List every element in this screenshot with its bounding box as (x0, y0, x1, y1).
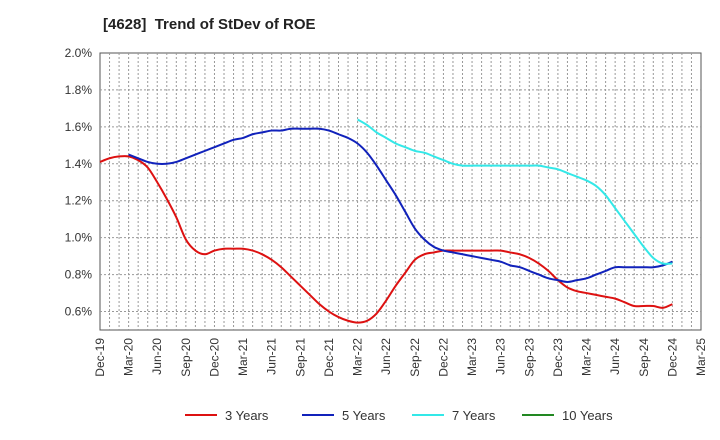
x-tick-label: Mar-24 (580, 338, 594, 376)
legend-label-5-years: 5 Years (342, 408, 386, 423)
series-line-3-years (99, 155, 673, 324)
legend-label-10-years: 10 Years (562, 408, 613, 423)
legend-label-7-years: 7 Years (452, 408, 496, 423)
x-tick-label: Sep-21 (293, 338, 307, 377)
x-tick-label: Jun-21 (265, 338, 279, 375)
x-tick-label: Jun-24 (608, 338, 622, 375)
x-tick-label: Sep-23 (522, 338, 536, 377)
plot-area (99, 52, 702, 331)
grid-lines (100, 53, 701, 330)
chart-title: [4628] Trend of StDev of ROE (103, 16, 316, 33)
legend: 3 Years 5 Years 7 Years 10 Years (185, 408, 613, 423)
x-tick-label: Jun-20 (150, 338, 164, 375)
x-axis-ticks: Dec-19 Mar-20 Jun-20 Sep-20 Dec-20 Mar-21 Jun-… (93, 338, 708, 377)
y-axis-ticks: 2.0% 1.8% 1.6% 1.4% 1.2% 1.0% 0.8% 0.6% (65, 46, 93, 319)
y-tick-label: 1.0% (65, 231, 93, 245)
legend-label-3-years: 3 Years (225, 408, 269, 423)
series-lines (99, 118, 673, 324)
series-line-5-years (128, 127, 673, 283)
x-tick-label: Mar-23 (465, 338, 479, 376)
y-tick-label: 2.0% (65, 46, 93, 60)
y-tick-label: 0.6% (65, 305, 93, 319)
x-tick-label: Jun-22 (379, 338, 393, 375)
x-tick-label: Dec-23 (551, 338, 565, 377)
x-tick-label: Sep-20 (179, 338, 193, 377)
x-tick-label: Mar-20 (122, 338, 136, 376)
x-tick-label: Sep-22 (408, 338, 422, 377)
x-tick-label: Dec-21 (322, 338, 336, 377)
y-tick-label: 1.8% (65, 83, 93, 97)
series-line-7-years (357, 118, 673, 265)
x-tick-label: Mar-21 (236, 338, 250, 376)
x-tick-label: Dec-22 (436, 338, 450, 377)
x-tick-label: Mar-25 (694, 338, 708, 376)
x-tick-label: Dec-19 (93, 338, 107, 377)
x-tick-label: Sep-24 (637, 338, 651, 377)
y-tick-label: 0.8% (65, 268, 93, 282)
y-tick-label: 1.6% (65, 120, 93, 134)
x-tick-label: Dec-20 (207, 338, 221, 377)
x-tick-label: Dec-24 (665, 338, 679, 377)
y-tick-label: 1.2% (65, 194, 93, 208)
x-tick-label: Mar-22 (351, 338, 365, 376)
y-tick-label: 1.4% (65, 157, 93, 171)
x-tick-label: Jun-23 (494, 338, 508, 375)
